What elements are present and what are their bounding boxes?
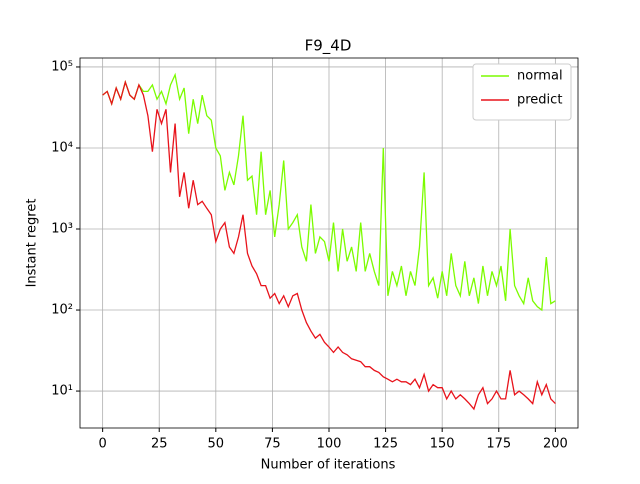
y-tick-label: 10³: [51, 222, 73, 237]
y-tick-label: 10⁵: [51, 59, 73, 74]
x-tick-label: 175: [486, 437, 511, 452]
chart-title: F9_4D: [305, 37, 352, 56]
line-series: [102, 72, 556, 312]
plot-frame: [79, 57, 579, 429]
y-axis-label: Instant regret: [25, 199, 40, 288]
x-tick-label: 150: [430, 437, 455, 452]
legend-label: normal: [517, 69, 563, 84]
x-tick-label: 200: [543, 437, 568, 452]
legend-box: [472, 63, 572, 121]
line-series: [102, 79, 556, 411]
x-tick-label: 100: [317, 437, 342, 452]
x-tick-label: 50: [208, 437, 225, 452]
x-tick-label: 25: [151, 437, 168, 452]
legend-label: predict: [517, 93, 562, 108]
y-tick-label: 10¹: [51, 384, 73, 399]
x-tick-label: 125: [373, 437, 398, 452]
y-tick-label: 10²: [51, 303, 73, 318]
x-tick-label: 0: [98, 437, 106, 452]
x-axis-label: Number of iterations: [261, 458, 396, 473]
x-tick-label: 75: [264, 437, 281, 452]
y-tick-label: 10⁴: [51, 140, 73, 155]
